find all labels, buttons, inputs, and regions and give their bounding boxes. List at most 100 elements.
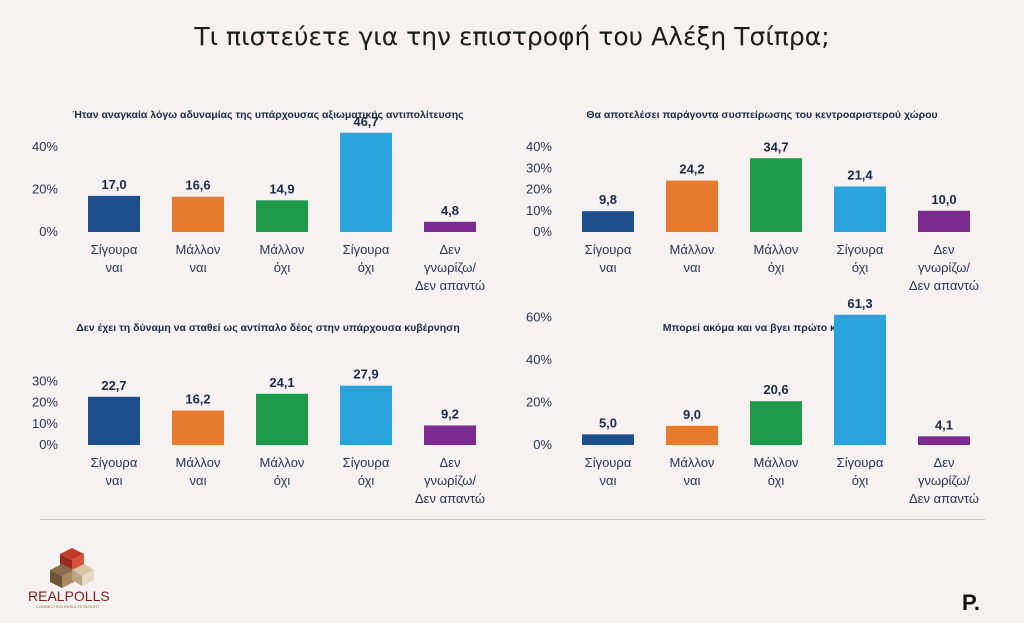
y-tick-label: 20%	[32, 395, 58, 410]
category-label: Δεν	[440, 455, 461, 470]
data-label: 20,6	[763, 382, 788, 397]
chart-title: Δεν έχει τη δύναμη να σταθεί ως αντίπαλο…	[76, 322, 460, 334]
category-label: ναι	[190, 473, 207, 488]
y-tick-label: 40%	[526, 139, 552, 154]
data-label: 17,0	[101, 177, 126, 192]
bar	[340, 385, 392, 445]
category-label: Μάλλον	[176, 455, 221, 470]
bar-chart-3: 0% 10% 20% 30% 22,7 Σίγουρα ναι 16,2 Μάλλον ναι 24…	[32, 367, 485, 506]
data-label: 4,8	[441, 203, 459, 218]
category-label: ναι	[684, 473, 701, 488]
bar	[256, 200, 308, 232]
y-tick-label: 40%	[32, 139, 58, 154]
data-label: 22,7	[101, 378, 126, 393]
divider-line	[40, 519, 985, 520]
data-label: 34,7	[763, 139, 788, 154]
y-tick-label: 0%	[533, 437, 552, 452]
category-label: ναι	[106, 473, 123, 488]
category-label: Μάλλον	[754, 242, 799, 257]
category-label: Σίγουρα	[91, 242, 138, 257]
bar	[424, 221, 476, 232]
chart-panel-2: Θα αποτελέσει παράγοντα συσπείρωσης του …	[512, 105, 1012, 305]
data-label: 24,1	[269, 375, 294, 390]
protagon-wordmark: P.	[962, 590, 980, 614]
data-label: 9,0	[683, 407, 701, 422]
category-label: ναι	[684, 260, 701, 275]
category-label: όχι	[274, 473, 291, 488]
category-label: Δεν	[934, 455, 955, 470]
realpolls-tagline: CONNECTING RESULTS INSIGHT	[36, 604, 100, 609]
category-label: ναι	[600, 260, 617, 275]
bar	[666, 425, 718, 445]
category-label: Σίγουρα	[91, 455, 138, 470]
category-label: Μάλλον	[670, 455, 715, 470]
category-label: Σίγουρα	[837, 242, 884, 257]
y-tick-label: 10%	[32, 416, 58, 431]
data-label: 9,8	[599, 192, 617, 207]
category-label: Μάλλον	[754, 455, 799, 470]
bar-chart-2: 0% 10% 20% 30% 40% 9,8 Σίγουρα ναι 24,2 Μάλλον ναι…	[526, 139, 979, 293]
category-label: Μάλλον	[670, 242, 715, 257]
category-label: γνωρίζω/	[918, 473, 970, 488]
realpolls-logo: REALPOLLS CONNECTING RESULTS INSIGHT	[28, 548, 110, 609]
y-tick-label: 60%	[526, 310, 552, 325]
data-label: 16,6	[185, 178, 210, 193]
protagon-logo: P.	[962, 590, 980, 614]
data-label: 21,4	[847, 168, 873, 183]
bar	[424, 425, 476, 445]
y-tick-label: 20%	[526, 182, 552, 197]
category-label: όχι	[358, 473, 375, 488]
category-label: Μάλλον	[260, 242, 305, 257]
category-label: όχι	[768, 260, 785, 275]
bar	[750, 158, 802, 232]
page-title: Τι πιστεύετε για την επιστροφή του Αλέξη…	[194, 22, 830, 51]
chart-title: Θα αποτελέσει παράγοντα συσπείρωσης του …	[586, 109, 938, 121]
category-label: όχι	[358, 260, 375, 275]
bar	[256, 393, 308, 445]
bar-chart-1: 0% 20% 40% 17,0 Σίγουρα ναι 16,6 Μάλλον ναι 14,9 Μ…	[32, 114, 485, 293]
y-tick-label: 20%	[526, 395, 552, 410]
category-label: Σίγουρα	[343, 455, 390, 470]
bar	[582, 211, 634, 232]
category-label: όχι	[852, 473, 869, 488]
category-label: όχι	[768, 473, 785, 488]
y-tick-label: 30%	[32, 373, 58, 388]
bar	[88, 396, 140, 445]
category-label: ναι	[600, 473, 617, 488]
chart-panel-4: Μπορεί ακόμα και να βγει πρώτο κόμμα 0% 2…	[512, 296, 1012, 518]
chart-panel-1: Ήταν αναγκαία λόγω αδυναμίας της υπάρχου…	[18, 105, 518, 305]
y-tick-label: 0%	[39, 224, 58, 239]
category-label: ναι	[106, 260, 123, 275]
y-tick-label: 40%	[526, 352, 552, 367]
category-label: Δεν	[934, 242, 955, 257]
category-label: Σίγουρα	[585, 242, 632, 257]
chart-title: Μπορεί ακόμα και να βγει πρώτο κόμμα	[662, 322, 862, 334]
category-label: Σίγουρα	[837, 455, 884, 470]
bar	[918, 210, 970, 232]
category-label: ναι	[190, 260, 207, 275]
category-label: γνωρίζω/	[424, 473, 476, 488]
bar	[172, 410, 224, 445]
data-label: 61,3	[847, 296, 872, 311]
bar	[88, 195, 140, 232]
category-label: Δεν απαντώ	[415, 491, 485, 506]
category-label: γνωρίζω/	[424, 260, 476, 275]
category-label: Σίγουρα	[585, 455, 632, 470]
chart-panel-3: Δεν έχει τη δύναμη να σταθεί ως αντίπαλο…	[18, 318, 518, 518]
bar	[750, 401, 802, 445]
data-label: 24,2	[679, 162, 704, 177]
category-label: Δεν απαντώ	[415, 278, 485, 293]
category-label: Σίγουρα	[343, 242, 390, 257]
bar	[666, 180, 718, 232]
bar	[834, 314, 886, 445]
bar	[834, 186, 886, 232]
data-label: 10,0	[931, 192, 956, 207]
category-label: όχι	[274, 260, 291, 275]
bar	[582, 434, 634, 445]
data-label: 9,2	[441, 406, 459, 421]
y-tick-label: 0%	[39, 437, 58, 452]
data-label: 4,1	[935, 417, 953, 432]
category-label: γνωρίζω/	[918, 260, 970, 275]
realpolls-wordmark: REALPOLLS	[28, 588, 110, 604]
bar	[918, 436, 970, 445]
